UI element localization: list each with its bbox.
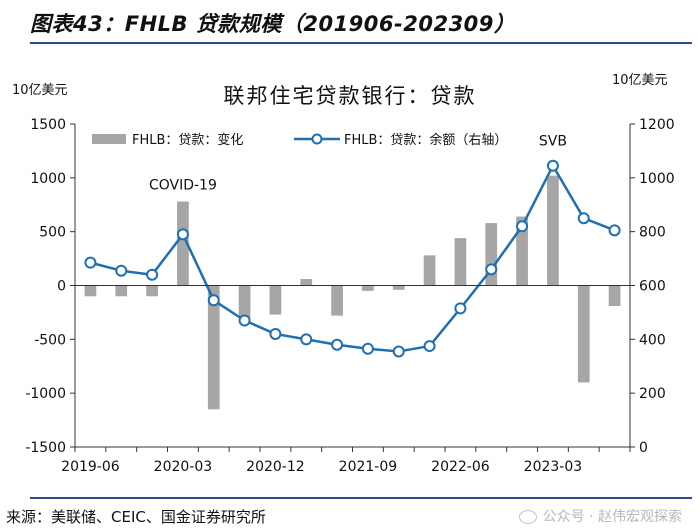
right-tick-label: 400 <box>639 332 666 348</box>
title-rule <box>30 42 692 44</box>
balance-point <box>238 314 251 327</box>
balance-point <box>115 264 128 277</box>
figure-title: 图表43：FHLB 贷款规模（201906-202309） <box>30 12 516 36</box>
balance-point <box>300 333 313 346</box>
balance-point <box>331 338 344 351</box>
bar <box>423 255 436 286</box>
x-tick-label: 2020-03 <box>154 459 213 475</box>
annotation-covid-19: COVID-19 <box>149 178 217 194</box>
balance-point <box>423 340 436 353</box>
balance-point <box>146 268 159 281</box>
bar <box>300 279 313 286</box>
watermark: 公众号 · 赵伟宏观探索 <box>518 506 682 526</box>
watermark-text: 公众号 · 赵伟宏观探索 <box>542 509 682 525</box>
balance-point <box>392 345 405 358</box>
bar <box>577 285 590 383</box>
right-tick-label: 1000 <box>639 171 675 187</box>
balance-point <box>269 327 282 340</box>
bar <box>84 285 97 297</box>
balance-line <box>90 164 616 353</box>
bar <box>485 223 498 286</box>
bar <box>454 238 467 286</box>
left-tick-label: -1000 <box>25 386 66 402</box>
bar <box>547 175 559 286</box>
x-tick-label: 2020-12 <box>246 459 305 475</box>
balance-point <box>454 302 467 315</box>
balance-point <box>485 263 498 276</box>
source-rule <box>30 497 692 499</box>
legend-line-label: FHLB：贷款：余额（右轴） <box>344 132 507 148</box>
x-tick-label: 2019-06 <box>61 459 120 475</box>
right-tick-label: 800 <box>639 225 666 241</box>
left-tick-label: -1500 <box>25 440 66 456</box>
x-tick-label: 2021-09 <box>339 459 398 475</box>
wechat-icon <box>518 510 537 524</box>
balance-point <box>176 228 189 241</box>
balance-point <box>608 224 621 237</box>
balance-point <box>546 159 559 172</box>
legend: FHLB：贷款：变化 FHLB：贷款：余额（右轴） <box>92 132 507 148</box>
bar <box>392 285 405 290</box>
balance-point <box>516 220 529 233</box>
bar <box>269 285 282 315</box>
left-tick-label: 1500 <box>30 117 66 133</box>
left-tick-label: 500 <box>39 225 66 241</box>
bar <box>238 285 251 318</box>
balance-point <box>84 256 97 269</box>
bar <box>177 201 189 286</box>
bar <box>115 285 128 297</box>
right-tick-label: 600 <box>639 279 666 295</box>
legend-line-marker <box>311 133 323 145</box>
right-tick-label: 1200 <box>639 117 675 133</box>
bar <box>207 285 220 410</box>
right-tick-label: 0 <box>639 440 648 456</box>
balance-point <box>577 212 590 225</box>
left-tick-label: 0 <box>57 279 66 295</box>
left-tick-label: 1000 <box>30 171 66 187</box>
bar <box>516 216 528 286</box>
bar <box>146 285 158 297</box>
x-tick-label: 2023-03 <box>524 459 583 475</box>
left-axis-unit: 10亿美元 <box>12 83 68 98</box>
balance-point <box>207 294 220 307</box>
x-tick-label: 2022-06 <box>431 459 490 475</box>
chart-title: 联邦住宅贷款银行：贷款 <box>224 84 477 108</box>
legend-bar-label: FHLB：贷款：变化 <box>132 132 243 148</box>
bar <box>331 285 343 316</box>
bar <box>608 285 621 306</box>
legend-bar-swatch <box>92 134 126 144</box>
right-tick-label: 200 <box>639 386 666 402</box>
bar <box>362 285 374 291</box>
chart-area: 联邦住宅贷款银行：贷款 10亿美元 10亿美元 FHLB：贷款：变化 FHLB：… <box>12 73 675 475</box>
balance-point <box>361 342 374 355</box>
source-note: 来源：美联储、CEIC、国金证券研究所 <box>6 508 266 526</box>
left-tick-label: -500 <box>34 332 66 348</box>
right-axis-unit: 10亿美元 <box>612 73 668 88</box>
annotation-svb: SVB <box>539 134 567 150</box>
